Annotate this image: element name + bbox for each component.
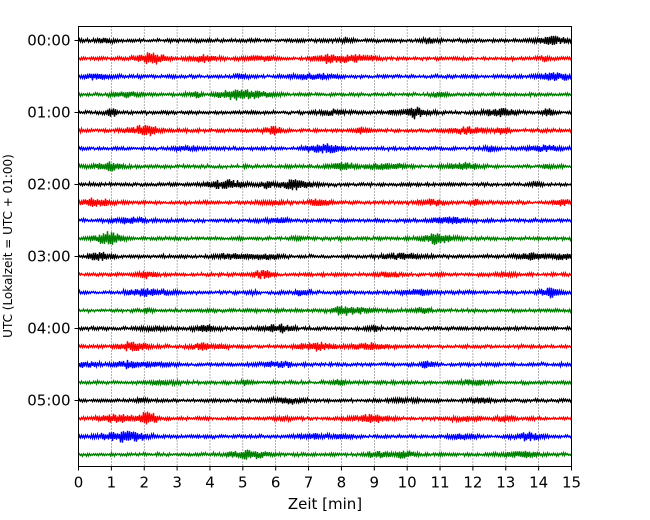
grid-lines [111, 26, 539, 467]
y-tick-label-03:00: 03:00 [27, 248, 70, 266]
y-axis-ticks: 00:00 01:00 02:00 03:00 04:00 05:00 [27, 32, 79, 410]
y-tick-label-01:00: 01:00 [27, 104, 70, 122]
x-tick-label-14: 14 [529, 474, 548, 492]
trace-row-23 [77, 430, 573, 443]
trace-row-21 [77, 395, 573, 405]
plot-frame [78, 26, 572, 467]
trace-row-15 [77, 287, 573, 299]
x-tick-label-8: 8 [337, 474, 347, 492]
y-axis-label: UTC (Lokalzeit = UTC + 01:00) [1, 154, 15, 338]
x-tick-label-12: 12 [463, 474, 482, 492]
x-tick-label-4: 4 [205, 474, 215, 492]
trace-row-12 [77, 231, 573, 246]
trace-row-11 [77, 215, 573, 226]
x-tick-label-7: 7 [304, 474, 314, 492]
x-tick-label-5: 5 [238, 474, 248, 492]
trace-row-5 [77, 106, 573, 120]
x-tick-label-9: 9 [370, 474, 380, 492]
trace-row-4 [77, 89, 572, 101]
x-tick-label-2: 2 [139, 474, 149, 492]
x-tick-label-13: 13 [496, 474, 515, 492]
x-tick-label-1: 1 [107, 474, 117, 492]
trace-row-16 [77, 305, 573, 316]
trace-row-18 [77, 341, 572, 352]
trace-row-8 [77, 161, 572, 172]
trace-row-2 [77, 52, 573, 65]
trace-row-22 [77, 411, 573, 425]
y-tick-label-00:00: 00:00 [27, 32, 70, 50]
x-tick-label-11: 11 [430, 474, 449, 492]
x-tick-label-15: 15 [562, 474, 581, 492]
trace-row-6 [77, 124, 573, 137]
trace-row-13 [77, 251, 573, 262]
trace-row-9 [77, 179, 573, 191]
x-tick-label-10: 10 [398, 474, 417, 492]
trace-row-19 [77, 359, 573, 370]
x-axis-label: Zeit [min] [288, 495, 362, 513]
x-tick-label-3: 3 [172, 474, 182, 492]
y-tick-label-04:00: 04:00 [27, 320, 70, 338]
trace-row-20 [78, 377, 573, 388]
trace-row-14 [77, 269, 573, 280]
y-tick-label-05:00: 05:00 [27, 392, 70, 410]
trace-row-3 [77, 71, 573, 82]
seismogram-traces [77, 35, 573, 460]
trace-row-1 [77, 35, 573, 46]
trace-row-10 [77, 197, 573, 208]
x-axis-ticks: 0 1 2 3 4 5 6 7 8 9 10 11 12 13 14 15 [74, 466, 581, 492]
x-tick-label-0: 0 [74, 474, 84, 492]
y-tick-label-02:00: 02:00 [27, 176, 70, 194]
trace-row-24 [77, 449, 573, 460]
x-tick-label-6: 6 [271, 474, 281, 492]
trace-row-17 [78, 323, 573, 334]
trace-row-7 [77, 143, 573, 154]
